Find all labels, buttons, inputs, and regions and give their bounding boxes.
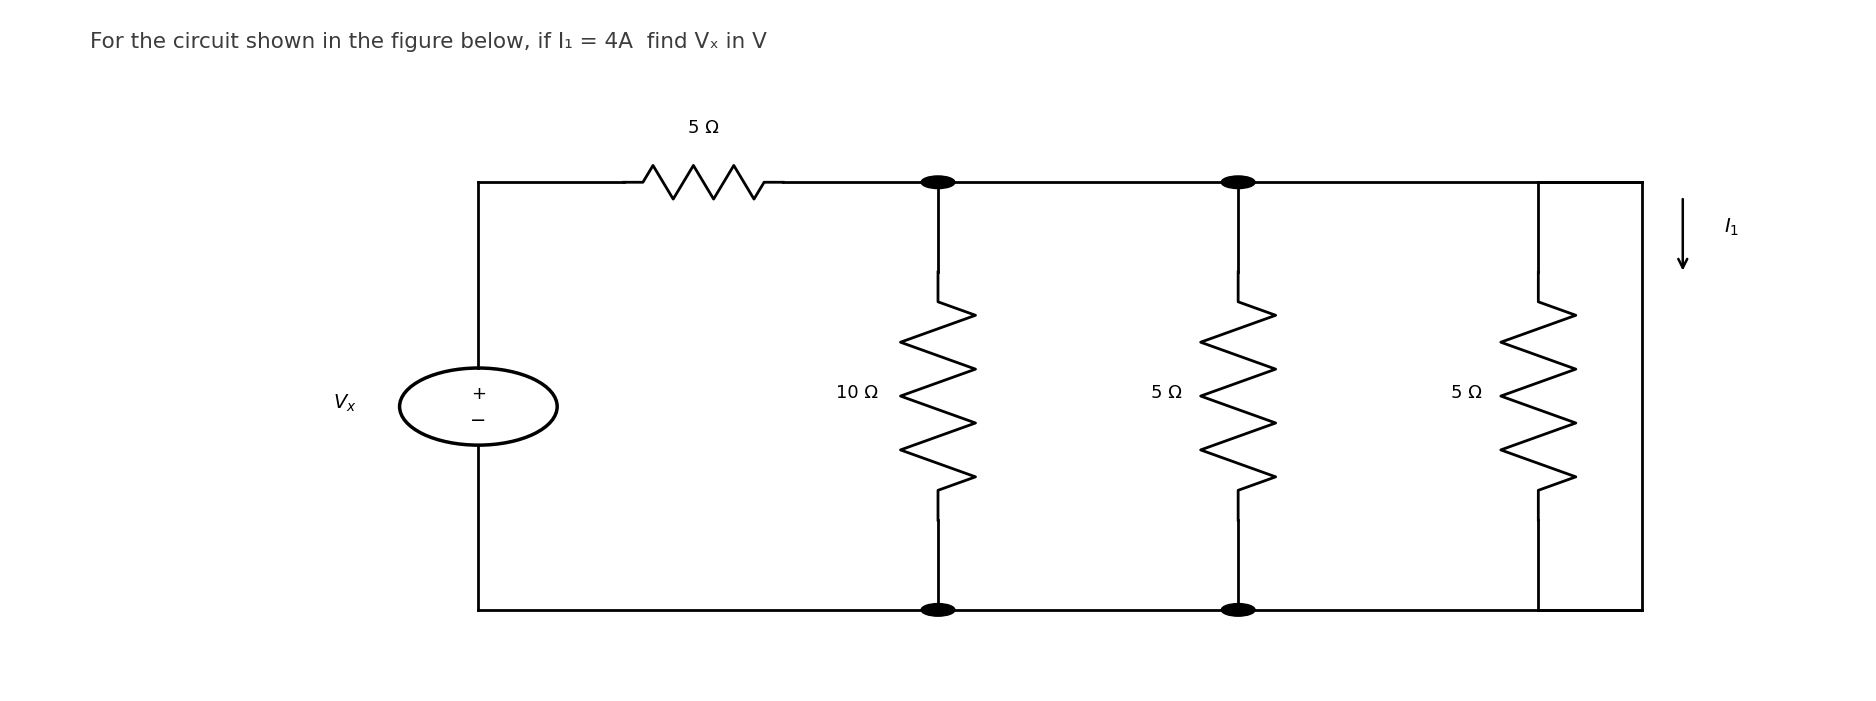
Circle shape (1221, 604, 1255, 616)
Text: 5 Ω: 5 Ω (688, 118, 719, 137)
Text: 5 Ω: 5 Ω (1152, 383, 1182, 402)
Circle shape (1221, 176, 1255, 189)
Text: −: − (471, 411, 486, 430)
Circle shape (921, 176, 955, 189)
Circle shape (921, 604, 955, 616)
Text: 10 Ω: 10 Ω (837, 383, 878, 402)
Text: For the circuit shown in the figure below, if I₁ = 4A  find Vₓ in V: For the circuit shown in the figure belo… (90, 32, 767, 52)
Text: +: + (471, 385, 486, 403)
Text: $V_x$: $V_x$ (332, 393, 356, 414)
Text: 5 Ω: 5 Ω (1452, 383, 1482, 402)
Text: $I_1$: $I_1$ (1724, 217, 1739, 238)
